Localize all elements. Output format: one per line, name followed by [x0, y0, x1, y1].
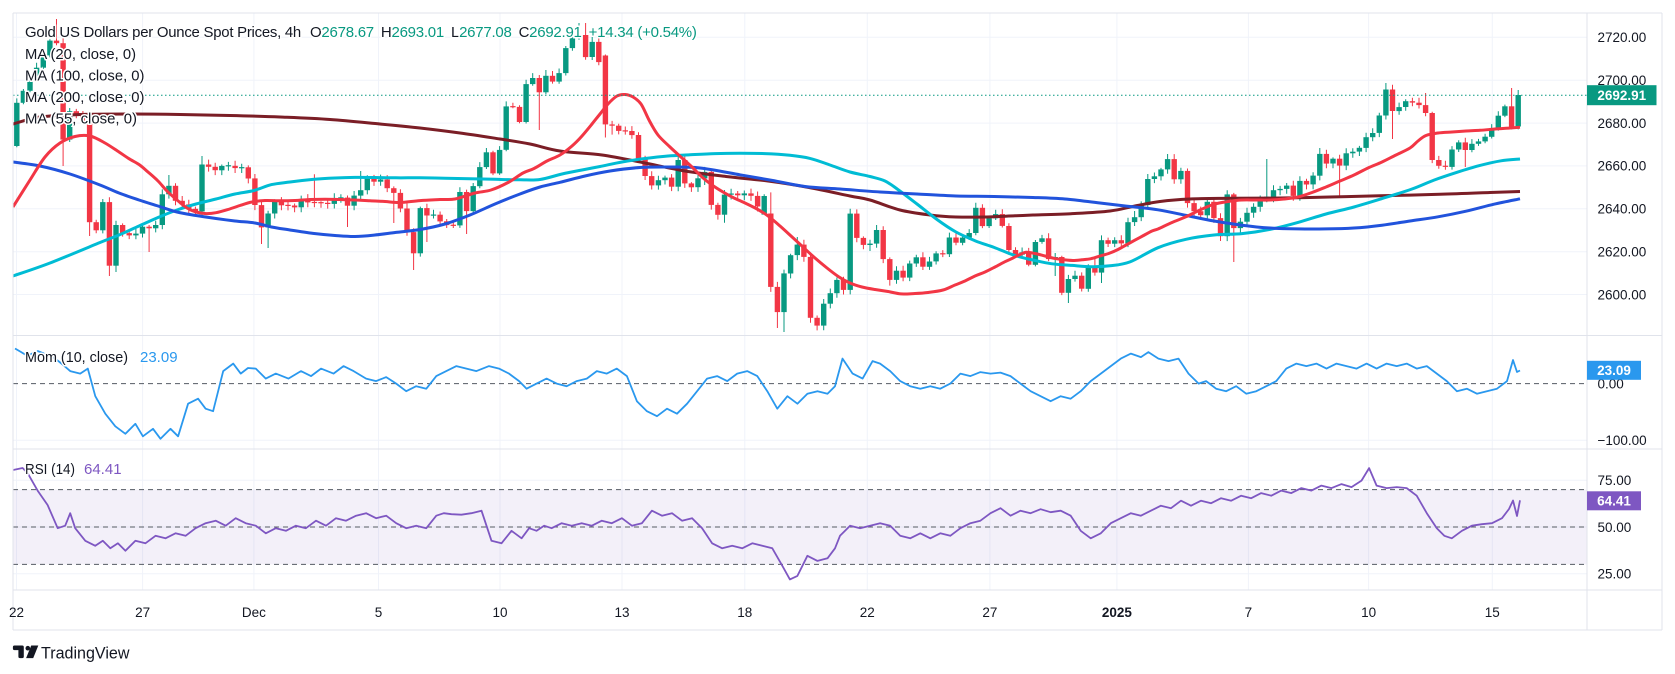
svg-text:RSI (14)64.41: RSI (14) 64.41: [25, 461, 122, 478]
svg-text:Dec: Dec: [242, 605, 266, 620]
svg-text:−100.00: −100.00: [1598, 433, 1647, 448]
svg-text:Mom (10, close)23.09: Mom (10, close) 23.09: [25, 349, 178, 366]
svg-text:2640.00: 2640.00: [1598, 202, 1647, 217]
svg-text:22: 22: [9, 605, 24, 620]
svg-text:MA (100, close, 0): MA (100, close, 0): [25, 68, 145, 85]
svg-text:MA (20, close, 0): MA (20, close, 0): [25, 46, 136, 63]
svg-text:2680.00: 2680.00: [1598, 116, 1647, 131]
svg-text:0.00: 0.00: [1598, 376, 1624, 391]
svg-text:2700.00: 2700.00: [1598, 73, 1647, 88]
svg-text:2660.00: 2660.00: [1598, 159, 1647, 174]
svg-text:10: 10: [1361, 605, 1376, 620]
svg-text:7: 7: [1245, 605, 1253, 620]
svg-text:2620.00: 2620.00: [1598, 245, 1647, 260]
svg-text:2025: 2025: [1102, 605, 1133, 620]
svg-text:64.41: 64.41: [1597, 494, 1631, 509]
svg-text:22: 22: [860, 605, 875, 620]
svg-text:23.09: 23.09: [1597, 363, 1631, 378]
svg-text:50.00: 50.00: [1598, 520, 1632, 535]
svg-text:15: 15: [1485, 605, 1500, 620]
svg-text:25.00: 25.00: [1598, 567, 1632, 582]
svg-text:5: 5: [375, 605, 383, 620]
svg-text:13: 13: [614, 605, 629, 620]
svg-text:TradingView: TradingView: [41, 643, 130, 662]
svg-text:27: 27: [135, 605, 150, 620]
svg-text:2692.91: 2692.91: [1597, 88, 1646, 103]
svg-text:MA (200, close, 0): MA (200, close, 0): [25, 89, 145, 106]
svg-text:10: 10: [492, 605, 507, 620]
svg-text:2720.00: 2720.00: [1598, 30, 1647, 45]
svg-text:2600.00: 2600.00: [1598, 287, 1647, 302]
svg-text:75.00: 75.00: [1598, 473, 1632, 488]
svg-text:27: 27: [982, 605, 997, 620]
svg-text:Gold US Dollars per Ounce Spot: Gold US Dollars per Ounce Spot Prices, 4…: [25, 24, 697, 41]
svg-text:MA (55, close, 0): MA (55, close, 0): [25, 111, 137, 128]
svg-text:18: 18: [737, 605, 752, 620]
